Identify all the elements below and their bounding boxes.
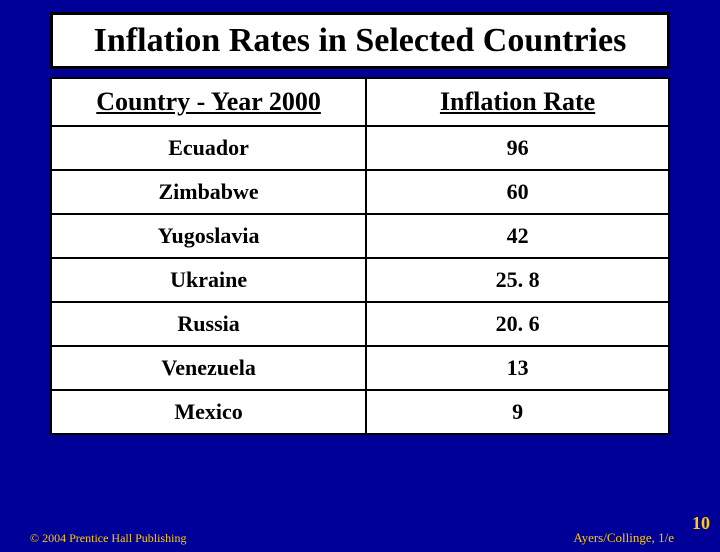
table-cell: Yugoslavia — [51, 214, 366, 258]
table-row: Ecuador 96 — [51, 126, 669, 170]
table-cell: 42 — [366, 214, 669, 258]
table-row: Mexico 9 — [51, 390, 669, 434]
table-row: Venezuela 13 — [51, 346, 669, 390]
table-cell: 25. 8 — [366, 258, 669, 302]
table-cell: Zimbabwe — [51, 170, 366, 214]
table-cell: Venezuela — [51, 346, 366, 390]
table-cell: Ukraine — [51, 258, 366, 302]
footer-attribution: Ayers/Collinge, 1/e — [573, 530, 674, 546]
table-cell: 96 — [366, 126, 669, 170]
inflation-table: Country - Year 2000 Inflation Rate Ecuad… — [50, 77, 670, 435]
table-header: Inflation Rate — [366, 78, 669, 126]
table-cell: 20. 6 — [366, 302, 669, 346]
table-row: Zimbabwe 60 — [51, 170, 669, 214]
table-row: Ukraine 25. 8 — [51, 258, 669, 302]
table-header: Country - Year 2000 — [51, 78, 366, 126]
table-row: Russia 20. 6 — [51, 302, 669, 346]
table-cell: Ecuador — [51, 126, 366, 170]
footer-copyright: © 2004 Prentice Hall Publishing — [30, 531, 186, 546]
table-cell: Mexico — [51, 390, 366, 434]
table-cell: 9 — [366, 390, 669, 434]
page-number: 10 — [692, 513, 710, 534]
slide-title: Inflation Rates in Selected Countries — [73, 21, 647, 60]
table-cell: Russia — [51, 302, 366, 346]
title-box: Inflation Rates in Selected Countries — [50, 12, 670, 69]
table-header-row: Country - Year 2000 Inflation Rate — [51, 78, 669, 126]
table-row: Yugoslavia 42 — [51, 214, 669, 258]
table-cell: 60 — [366, 170, 669, 214]
table-cell: 13 — [366, 346, 669, 390]
